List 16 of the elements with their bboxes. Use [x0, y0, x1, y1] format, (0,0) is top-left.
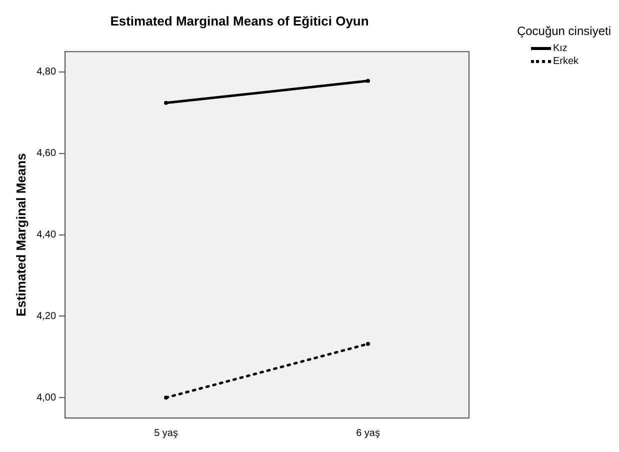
chart-title: Estimated Marginal Means of Eğitici Oyun — [110, 13, 369, 28]
y-tick-label: 4,80 — [36, 66, 56, 78]
y-tick-label: 4,60 — [36, 148, 56, 160]
legend-label: Erkek — [552, 56, 578, 67]
y-axis-title: Estimated Marginal Means — [13, 153, 28, 316]
y-tick-label: 4,00 — [36, 392, 56, 404]
point — [164, 100, 168, 105]
legend-title: Çocuğun cinsiyeti — [516, 24, 611, 38]
x-tick-label: 5 yaş — [154, 428, 178, 439]
y-tick-label: 4,20 — [36, 310, 56, 322]
x-tick-label: 6 yaş — [356, 428, 380, 439]
point — [366, 342, 370, 346]
point — [164, 396, 168, 400]
legend-label: Kız — [552, 43, 568, 54]
y-tick-label: 4,40 — [36, 230, 56, 241]
point — [366, 78, 370, 83]
